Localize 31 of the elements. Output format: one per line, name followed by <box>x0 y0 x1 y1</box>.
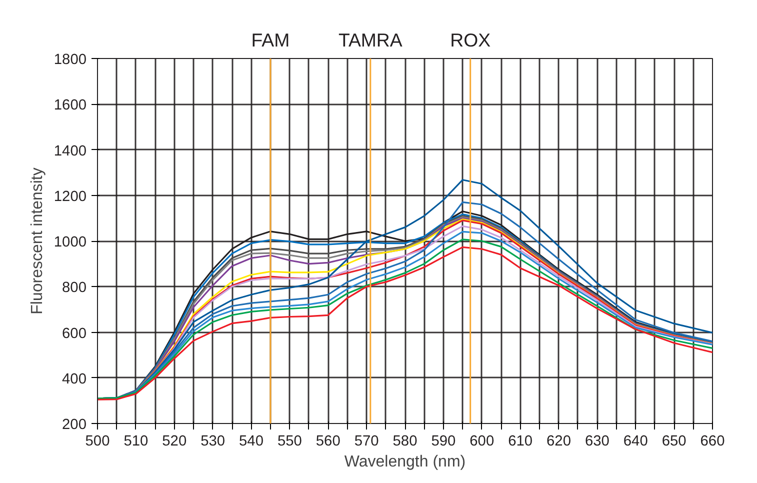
y-tick-label: 1200 <box>54 188 87 205</box>
y-tick-label: 600 <box>62 326 87 342</box>
x-tick-label: 510 <box>124 434 148 450</box>
x-axis-title: Wavelength (nm) <box>344 454 466 470</box>
x-tick-label: 530 <box>200 434 226 450</box>
x-tick-label: 570 <box>354 434 379 450</box>
y-tick-label: 800 <box>62 280 87 296</box>
x-tick-label: 600 <box>470 434 494 450</box>
y-tick-label: 200 <box>62 417 87 433</box>
y-tick-label: 1000 <box>54 234 87 250</box>
x-tick-label: 560 <box>316 434 340 450</box>
y-tick-label: 400 <box>62 371 87 388</box>
x-tick-label: 650 <box>662 434 686 450</box>
ref-line-label: FAM <box>251 30 290 50</box>
y-tick-label: 1800 <box>54 52 87 68</box>
x-tick-label: 520 <box>162 434 187 450</box>
ref-line-label: TAMRA <box>338 30 403 50</box>
y-tick-label: 1400 <box>54 143 87 160</box>
x-tick-label: 620 <box>546 434 571 450</box>
x-tick-label: 630 <box>584 434 610 450</box>
x-tick-label: 660 <box>700 434 725 450</box>
x-tick-label: 540 <box>239 434 264 450</box>
y-axis-title: Fluorescent intensity <box>28 168 46 314</box>
x-tick-label: 550 <box>277 434 302 450</box>
x-tick-label: 590 <box>431 434 456 450</box>
ref-line-label: ROX <box>450 30 492 50</box>
x-tick-label: 580 <box>392 434 418 450</box>
y-tick-label: 1600 <box>54 98 87 114</box>
x-tick-label: 640 <box>623 434 648 450</box>
x-tick-label: 500 <box>85 434 110 450</box>
x-tick-label: 610 <box>508 434 533 450</box>
